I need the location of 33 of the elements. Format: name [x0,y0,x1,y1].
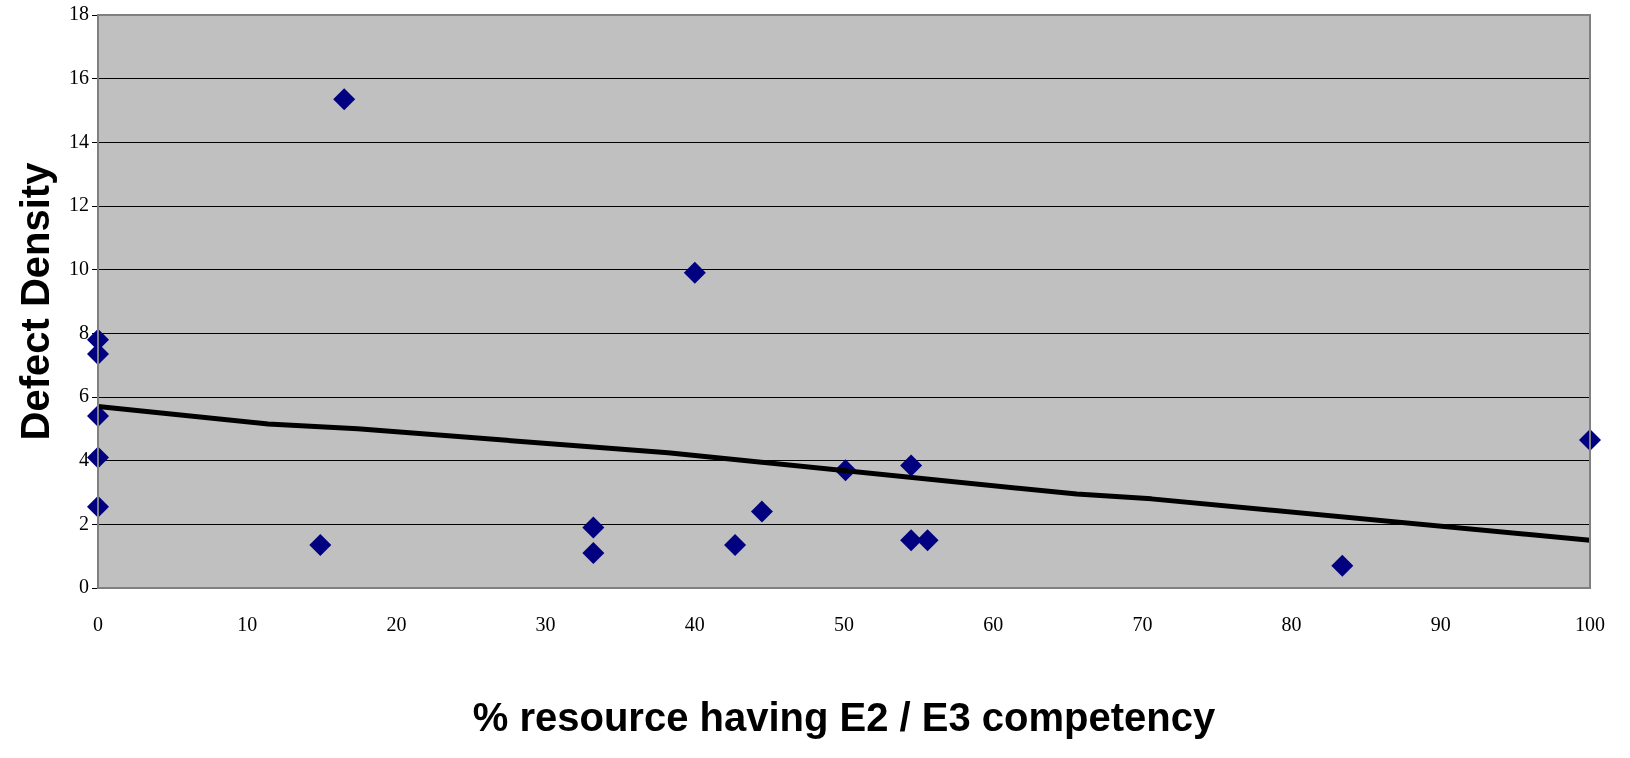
x-tick-label: 30 [535,613,556,636]
point [724,534,747,557]
x-tick-label: 60 [983,613,1004,636]
x-tick-label: 90 [1430,613,1451,636]
y-tick-label: 4 [79,447,89,470]
y-tick-label: 12 [69,193,89,216]
y-tick-label: 18 [69,2,89,25]
point [900,454,923,477]
x-tick-label: 50 [834,613,854,636]
x-tick-label: 20 [386,613,407,636]
point [582,516,605,539]
point [309,534,332,557]
point [333,88,356,111]
y-axis-title: Defect Density [13,161,58,441]
x-tick-label: 100 [1575,613,1605,636]
point [582,541,605,564]
x-tick-label: 70 [1132,613,1153,636]
y-tick-label: 2 [79,511,89,534]
point [1331,554,1354,577]
y-tick-label: 16 [69,65,89,88]
y-tick-label: 0 [79,575,89,598]
x-tick-label: 40 [684,613,705,636]
point [916,529,939,552]
y-tick-label: 8 [79,320,89,343]
x-tick-label: 0 [93,613,103,636]
x-axis-title: % resource having E2 / E3 competency [472,695,1217,740]
point [750,500,773,523]
point [683,261,706,284]
y-tick-label: 14 [69,129,89,152]
x-tick-label: 80 [1281,613,1302,636]
y-tick-label: 6 [79,384,89,407]
y-tick-label: 10 [69,256,89,279]
x-tick-label: 10 [237,613,258,636]
